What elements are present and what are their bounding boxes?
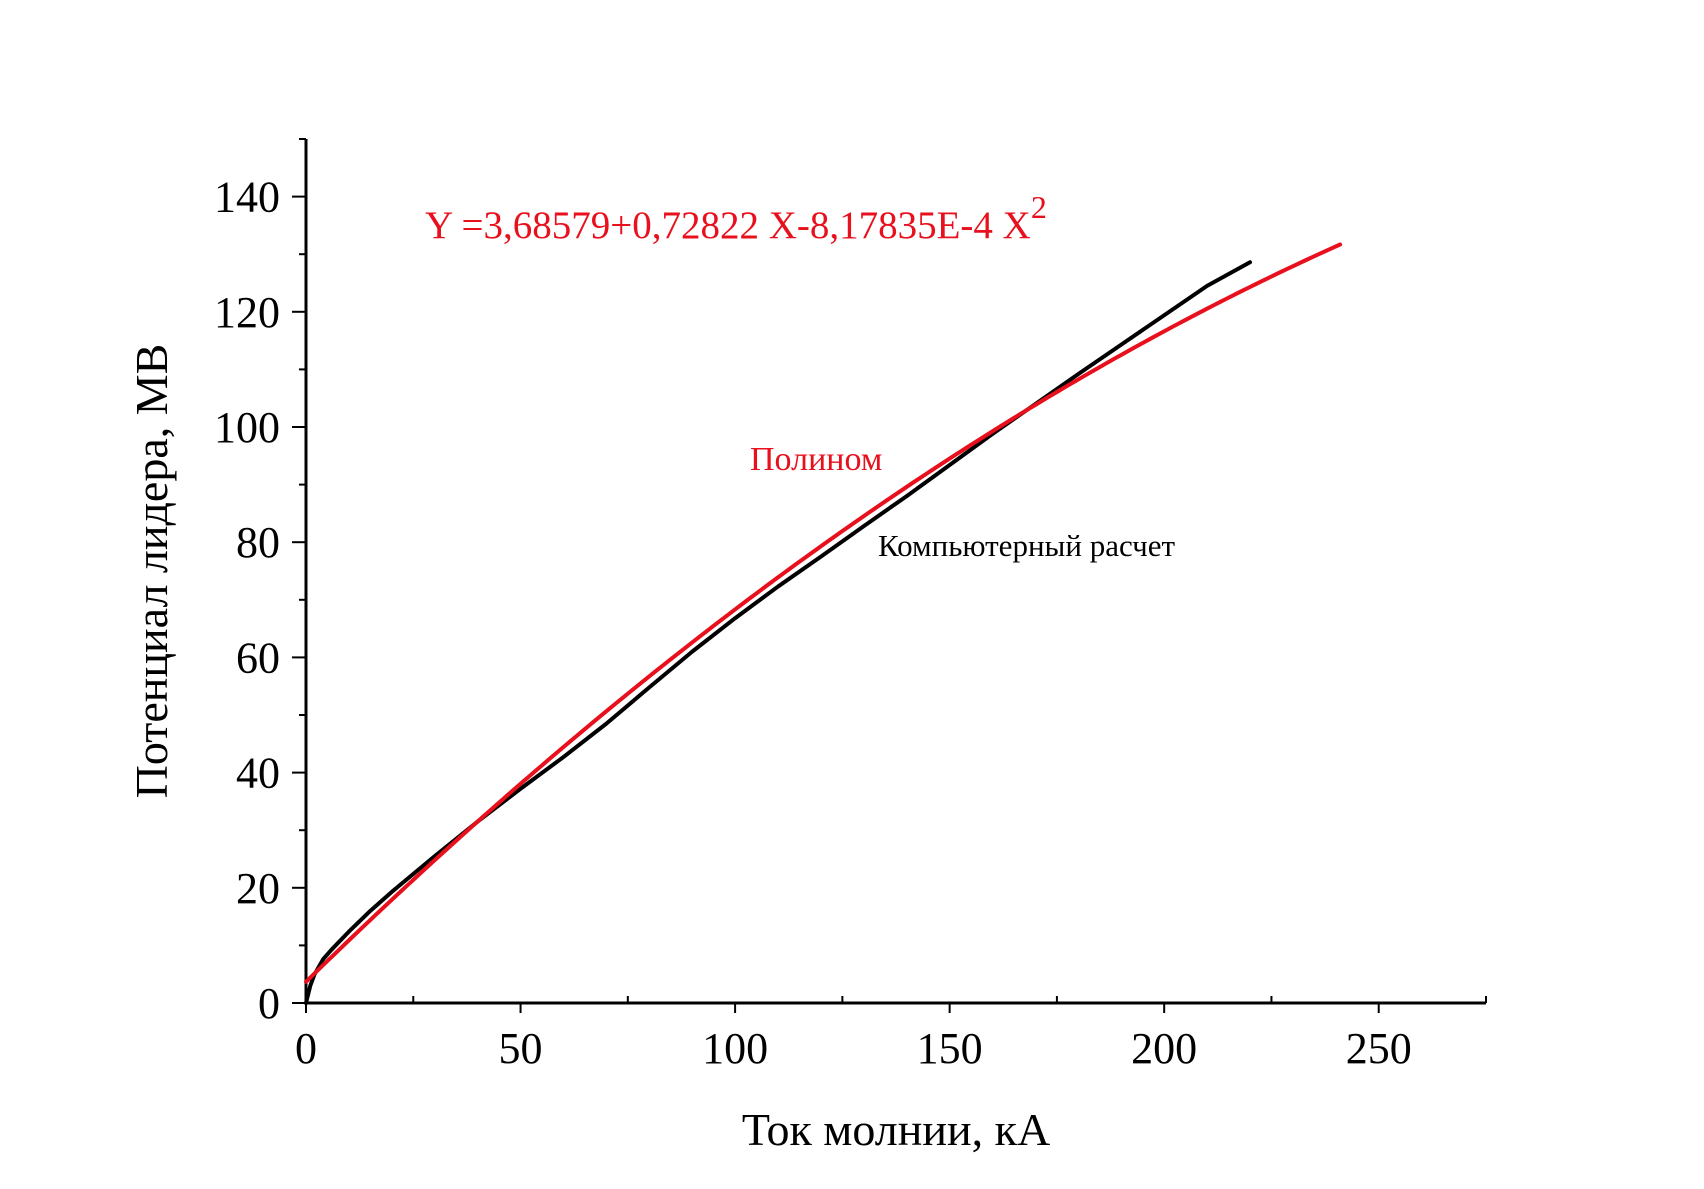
- x-tick-label: 200: [1131, 1024, 1197, 1073]
- plot-area: 0 50 100 150 200 250 0 20 40 60 80 100 120 140: [214, 138, 1487, 1073]
- x-tick-label: 150: [917, 1024, 983, 1073]
- y-tick-label: 120: [214, 288, 280, 337]
- y-tick-label: 100: [214, 403, 280, 452]
- equation-annotation: Y =3,68579+0,72822 X-8,17835E-4 X2: [425, 189, 1047, 247]
- series-group: [304, 242, 1343, 1005]
- y-tick-label: 80: [236, 518, 280, 567]
- x-tick-label: 50: [499, 1024, 543, 1073]
- x-tick-label: 0: [295, 1024, 317, 1073]
- x-tick-label: 250: [1346, 1024, 1412, 1073]
- y-tick-label: 20: [236, 864, 280, 913]
- x-axis-title: Ток молнии, кА: [742, 1104, 1050, 1155]
- computed-label: Компьютерный расчет: [878, 528, 1175, 563]
- y-tick-label: 60: [236, 633, 280, 682]
- y-tick-label: 40: [236, 749, 280, 798]
- polynomial-label: Полином: [750, 441, 882, 478]
- y-axis-title: Потенциал лидера, МВ: [126, 344, 177, 799]
- x-tick-label: 100: [702, 1024, 768, 1073]
- y-tick-label: 140: [214, 173, 280, 222]
- computed-series-line: [304, 260, 1252, 1005]
- axis-ticks: [292, 138, 1487, 1013]
- polynomial-series-line: [304, 242, 1343, 984]
- equation-superscript: 2: [1031, 189, 1047, 225]
- y-tick-label: 0: [258, 979, 280, 1028]
- axis-tick-labels: 0 50 100 150 200 250 0 20 40 60 80 100 120 140: [214, 173, 1412, 1073]
- equation-main-text: Y =3,68579+0,72822 X-8,17835E-4 X: [425, 204, 1031, 247]
